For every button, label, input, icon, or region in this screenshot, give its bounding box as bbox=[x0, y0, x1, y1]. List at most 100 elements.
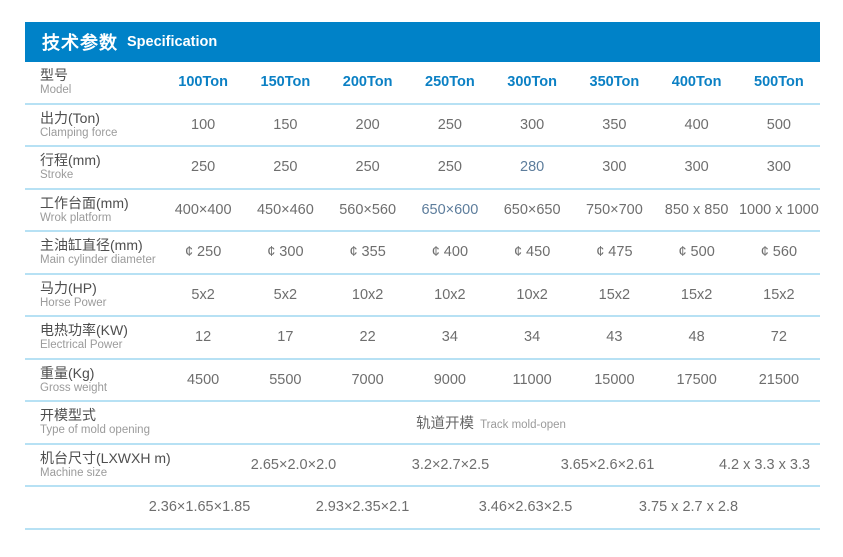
cell-electrical-power: 43 bbox=[606, 329, 623, 346]
table-row-stroke: 行程(mm) Stroke 250 250 250 250 280 300 300 300 bbox=[25, 147, 820, 190]
column-header: 250Ton bbox=[425, 74, 475, 91]
table-row-clamping-force: 出力(Ton) Clamping force 100 150 200 250 300 350 4… bbox=[25, 105, 820, 147]
cell-machine-size: 4.2 x 3.3 x 3.3 bbox=[718, 456, 811, 473]
row-label-stroke: 行程(mm) Stroke bbox=[25, 152, 162, 182]
cell-gross-weight: 4500 bbox=[186, 371, 220, 388]
cell-stroke: 250 bbox=[355, 159, 380, 176]
row-label-stroke-zh: 行程(mm) bbox=[40, 152, 101, 169]
cell-work-platform: 750×700 bbox=[585, 201, 643, 218]
row-cells-electrical-power: 12 17 22 34 34 43 48 72 bbox=[162, 329, 820, 345]
cell-machine-size: 2.65×2.0×2.0 bbox=[250, 456, 337, 473]
cell-main-cylinder-diameter: ¢ 450 bbox=[513, 244, 551, 261]
row-label-clamping-force-zh: 出力(Ton) bbox=[40, 109, 100, 126]
row-label-type-of-mold-opening: 开模型式 Type of mold opening bbox=[25, 407, 162, 437]
cell-gross-weight: 11000 bbox=[512, 371, 552, 388]
cell-gross-weight: 17500 bbox=[676, 371, 717, 388]
cell-clamping-force: 100 bbox=[191, 116, 216, 133]
column-header: 400Ton bbox=[671, 74, 722, 91]
cell-horse-power: 15x2 bbox=[680, 286, 713, 303]
cell-electrical-power: 34 bbox=[441, 329, 458, 346]
cell-machine-size-2: 2.36×1.65×1.85 bbox=[148, 499, 251, 516]
cell-clamping-force: 200 bbox=[355, 116, 380, 133]
row-label-main-cylinder-diameter-en: Main cylinder diameter bbox=[40, 254, 156, 267]
cell-stroke: 280 bbox=[520, 159, 545, 176]
cell-electrical-power: 48 bbox=[688, 329, 705, 346]
cell-main-cylinder-diameter: ¢ 500 bbox=[678, 244, 715, 261]
cell-machine-size: 3.65×2.6×2.61 bbox=[560, 456, 655, 473]
table-row-work-platform: 工作台面(mm) Wrok platform 400×400 450×460 560×5… bbox=[25, 190, 820, 232]
cell-stroke: 300 bbox=[602, 159, 627, 176]
row-cells-clamping-force: 100 150 200 250 300 350 400 500 bbox=[162, 117, 820, 133]
cell-work-platform: 850 x 850 bbox=[664, 201, 729, 218]
row-label-horse-power: 马力(HP) Horse Power bbox=[25, 280, 162, 310]
row-label-electrical-power-zh: 电热功率(KW) bbox=[40, 322, 128, 339]
cell-main-cylinder-diameter: ¢ 250 bbox=[184, 244, 222, 261]
row-label-stroke-en: Stroke bbox=[40, 169, 74, 182]
page-title-en: Specification bbox=[127, 34, 218, 50]
row-label-clamping-force-en: Clamping force bbox=[40, 126, 118, 139]
cell-clamping-force: 150 bbox=[273, 116, 298, 133]
table-row-machine-size: 机台尺寸(LXWXH m) Machine size 2.65×2.0×2.0 3.2… bbox=[25, 445, 820, 487]
cell-main-cylinder-diameter: ¢ 300 bbox=[267, 244, 304, 261]
row-label-machine-size: 机台尺寸(LXWXH m) Machine size bbox=[25, 450, 171, 480]
row-label-type-of-mold-opening-en: Type of mold opening bbox=[40, 424, 150, 437]
cell-electrical-power: 12 bbox=[195, 329, 212, 346]
table-row-type-of-mold-opening: 开模型式 Type of mold opening 轨道开模 Track mold-o… bbox=[25, 402, 820, 445]
cell-clamping-force: 300 bbox=[520, 116, 545, 133]
cell-work-platform: 560×560 bbox=[339, 201, 397, 218]
row-cells-horse-power: 5x2 5x2 10x2 10x2 10x2 15x2 15x2 15x2 bbox=[162, 287, 820, 303]
mold-open-value-zh: 轨道开模 bbox=[416, 415, 475, 432]
cell-horse-power: 15x2 bbox=[763, 286, 795, 303]
cell-work-platform: 650×600 bbox=[421, 201, 479, 218]
cell-clamping-force: 500 bbox=[766, 116, 791, 133]
cell-electrical-power: 72 bbox=[770, 329, 787, 346]
table-row-electrical-power: 电热功率(KW) Electrical Power 12 17 22 34 34 43 48 72 bbox=[25, 317, 820, 360]
cell-horse-power: 10x2 bbox=[516, 286, 548, 303]
header-bar: 技术参数 Specification bbox=[25, 22, 820, 62]
cell-stroke: 300 bbox=[684, 159, 709, 176]
column-header: 200Ton bbox=[342, 74, 393, 91]
row-label-work-platform: 工作台面(mm) Wrok platform bbox=[25, 195, 162, 225]
cell-main-cylinder-diameter: ¢ 400 bbox=[431, 244, 469, 261]
table-row-machine-size-2: 2.36×1.65×1.85 2.93×2.35×2.1 3.46×2.63×2.5… bbox=[25, 487, 820, 530]
footer-cells: 2.36×1.65×1.85 2.93×2.35×2.1 3.46×2.63×2.5… bbox=[118, 499, 770, 515]
row-label-electrical-power-en: Electrical Power bbox=[40, 339, 123, 352]
page-title-zh: 技术参数 bbox=[42, 33, 118, 53]
table-row-horse-power: 马力(HP) Horse Power 5x2 5x2 10x2 10x2 10x2 15x2 1… bbox=[25, 275, 820, 317]
cell-clamping-force: 350 bbox=[602, 116, 627, 133]
cell-gross-weight: 9000 bbox=[433, 371, 466, 388]
model-columns: 100Ton 150Ton 200Ton 250Ton 300Ton 350Ton 400T… bbox=[162, 74, 820, 90]
row-label-model-en: Model bbox=[40, 84, 72, 97]
row-label-gross-weight: 重量(Kg) Gross weight bbox=[25, 365, 162, 395]
row-label-gross-weight-en: Gross weight bbox=[40, 381, 108, 394]
row-label-main-cylinder-diameter: 主油缸直径(mm) Main cylinder diameter bbox=[25, 237, 162, 267]
cell-gross-weight: 15000 bbox=[594, 371, 635, 388]
cell-gross-weight: 5500 bbox=[269, 371, 302, 388]
cell-horse-power: 10x2 bbox=[434, 286, 466, 303]
row-label-machine-size-en: Machine size bbox=[40, 466, 108, 479]
table-row-model: 型号 Model 100Ton 150Ton 200Ton 250Ton 300Ton 350… bbox=[25, 62, 820, 105]
column-header: 150Ton bbox=[260, 74, 311, 91]
row-label-electrical-power: 电热功率(KW) Electrical Power bbox=[25, 322, 162, 352]
cell-work-platform: 400×400 bbox=[174, 201, 232, 218]
row-cells-stroke: 250 250 250 250 280 300 300 300 bbox=[162, 159, 820, 175]
mold-open-value-en: Track mold-open bbox=[480, 418, 566, 431]
row-label-model-zh: 型号 bbox=[40, 67, 68, 84]
column-header: 300Ton bbox=[507, 74, 557, 91]
cell-horse-power: 15x2 bbox=[598, 286, 631, 303]
cell-work-platform: 450×460 bbox=[256, 201, 314, 218]
row-label-work-platform-zh: 工作台面(mm) bbox=[40, 194, 129, 211]
row-label-type-of-mold-opening-zh: 开模型式 bbox=[40, 407, 96, 424]
cell-machine-size-2: 3.75 x 2.7 x 2.8 bbox=[638, 499, 739, 516]
cell-main-cylinder-diameter: ¢ 475 bbox=[596, 244, 633, 261]
row-label-clamping-force: 出力(Ton) Clamping force bbox=[25, 110, 162, 140]
column-header: 500Ton bbox=[754, 74, 804, 91]
row-label-horse-power-en: Horse Power bbox=[40, 296, 107, 309]
cell-stroke: 250 bbox=[273, 159, 298, 176]
cell-horse-power: 5x2 bbox=[191, 286, 215, 303]
spec-table: 型号 Model 100Ton 150Ton 200Ton 250Ton 300Ton 350… bbox=[25, 62, 820, 530]
cell-electrical-power: 34 bbox=[524, 329, 541, 346]
row-cells-gross-weight: 4500 5500 7000 9000 11000 15000 17500 21500 bbox=[162, 372, 820, 388]
cell-horse-power: 10x2 bbox=[351, 286, 384, 303]
table-row-gross-weight: 重量(Kg) Gross weight 4500 5500 7000 9000 11000 1… bbox=[25, 360, 820, 402]
